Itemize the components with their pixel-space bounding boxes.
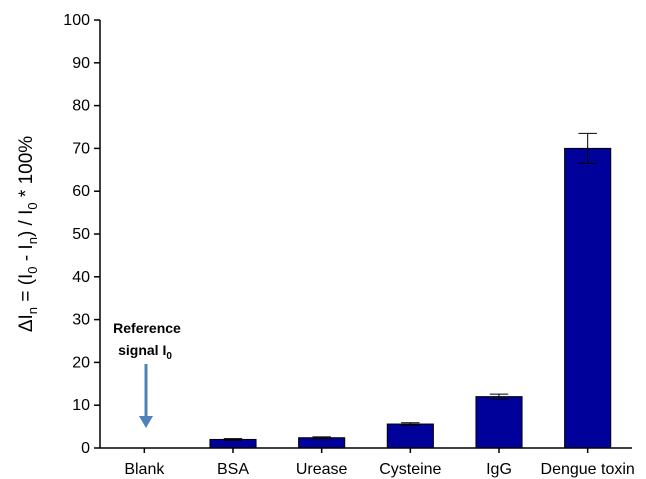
y-tick-label: 80 <box>72 98 90 115</box>
y-tick-label: 10 <box>72 397 90 414</box>
y-tick-label: 0 <box>81 440 90 457</box>
error-bar <box>401 422 420 426</box>
annotation-line-2: signal I0 <box>118 342 172 362</box>
y-axis-ticks: 0 10 20 30 40 50 60 70 80 90 100 <box>63 12 100 457</box>
arrow-down-icon <box>139 416 153 428</box>
error-bars-group <box>223 132 597 441</box>
x-axis-labels: Blank BSA Urease Cysteine IgG Dengue toxin <box>124 448 635 478</box>
y-tick-label: 100 <box>63 12 90 29</box>
y-tick-label: 20 <box>72 354 90 371</box>
error-bar <box>489 393 509 400</box>
x-tick-label: IgG <box>486 461 512 478</box>
y-tick-label: 90 <box>72 55 90 72</box>
x-tick-label: Blank <box>124 461 165 478</box>
y-tick-label: 50 <box>72 226 90 243</box>
x-tick-label: Dengue toxin <box>541 461 635 478</box>
y-axis-title: ΔIn = (I0 - In) / I0 * 100% <box>16 136 40 332</box>
bars-group <box>209 147 612 449</box>
annotation-line-1: Reference <box>113 320 181 336</box>
x-tick-label: Urease <box>296 461 348 478</box>
error-bar <box>312 436 331 440</box>
y-tick-label: 40 <box>72 269 90 286</box>
x-tick-label: BSA <box>217 461 249 478</box>
error-bar <box>223 438 243 441</box>
y-tick-label: 60 <box>72 183 90 200</box>
bar-dengue-toxin <box>564 147 612 449</box>
bar-igg <box>475 396 523 449</box>
error-bar <box>578 132 597 164</box>
x-tick-label: Cysteine <box>379 461 441 478</box>
y-tick-label: 30 <box>72 312 90 329</box>
bar-cysteine <box>386 423 434 449</box>
bar-urease <box>298 437 346 449</box>
y-tick-label: 70 <box>72 140 90 157</box>
reference-annotation: Reference signal I0 <box>113 320 181 428</box>
